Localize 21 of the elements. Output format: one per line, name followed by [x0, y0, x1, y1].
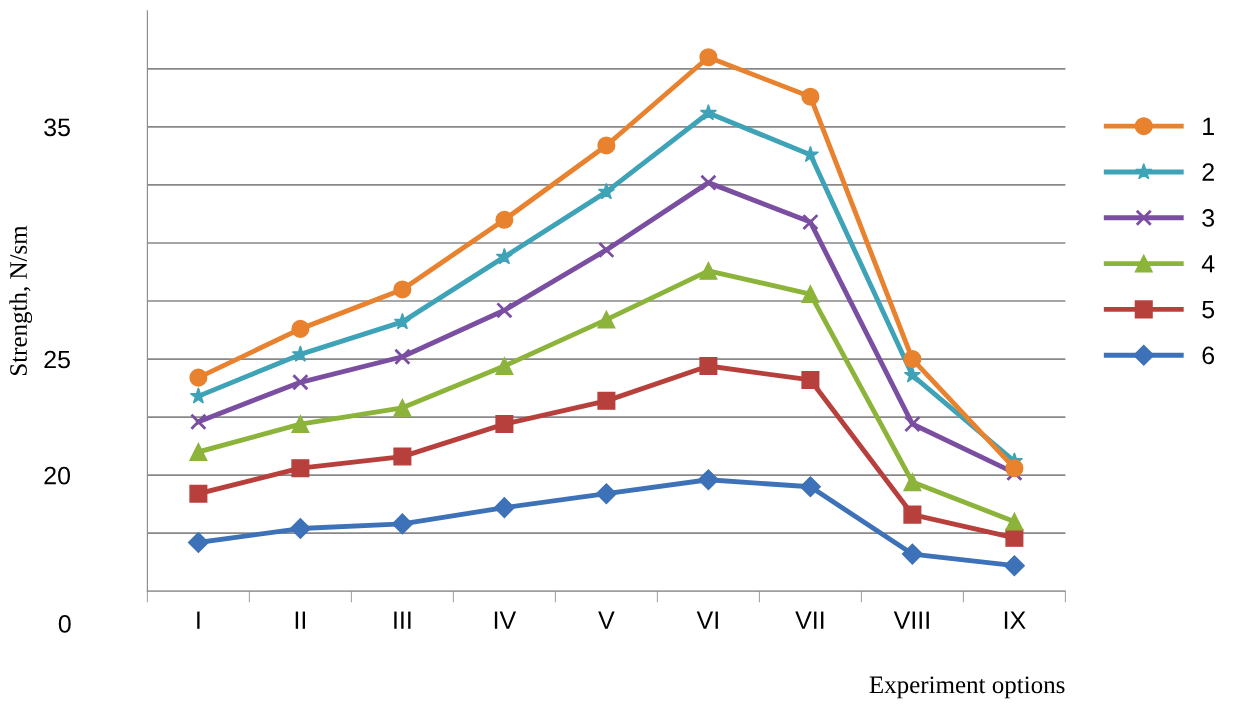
x-tick-label: II [295, 611, 306, 629]
x-tick-label: IX [1004, 611, 1026, 629]
text: 0 [58, 615, 71, 633]
legend-label: 1 [1203, 117, 1214, 135]
y-tick-label: 35 [44, 118, 70, 137]
y-tick-label: 20 [44, 466, 71, 485]
legend-label: 2 [1202, 163, 1214, 181]
x-tick-label: VI [696, 611, 718, 629]
x-tick-label: VII [795, 611, 824, 629]
x-tick-label: III [394, 611, 411, 629]
legend-label: 4 [1201, 255, 1215, 273]
legend-label: 6 [1202, 346, 1215, 365]
x-tick-label: I [197, 611, 200, 629]
x-axis-title: Experiment options [869, 676, 1065, 699]
x-tick-label: IV [494, 611, 517, 629]
x-tick-label: VIII [893, 611, 929, 629]
y-tick-label: 25 [44, 350, 70, 369]
legend-label: 3 [1202, 209, 1215, 227]
x-tick-label: V [598, 611, 615, 629]
legend-label: 5 [1202, 300, 1215, 319]
y-axis-title: Strength, N/sm [9, 225, 33, 376]
